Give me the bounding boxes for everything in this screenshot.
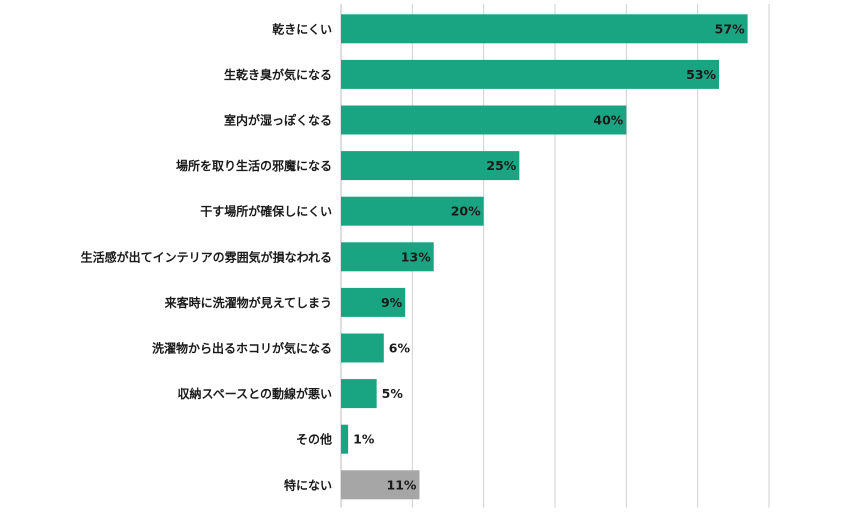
value-label: 11% [387,477,417,492]
value-label: 20% [451,204,481,219]
bar [341,59,720,89]
bar [341,14,748,44]
category-label: 収納スペースとの動線が悪い [178,386,332,401]
value-labels: 57% 53% 40% 25% 20% 13% 9% 6% 5% 1% 11% [353,21,745,492]
value-label: 1% [353,432,375,447]
category-label: 生乾き臭が気になる [224,67,332,82]
value-label: 5% [382,386,404,401]
bars [341,14,748,500]
value-label: 9% [381,295,403,310]
category-label: 室内が湿っぽくなる [224,113,332,128]
bar [341,196,484,226]
category-label: 洗濯物から出るホコリが気になる [152,341,332,356]
bar [341,470,420,500]
category-label: その他 [296,432,332,447]
value-label: 40% [593,113,623,128]
category-labels: 乾きにくい生乾き臭が気になる室内が湿っぽくなる場所を取り生活の邪魔になる干す場所… [81,21,332,492]
bar [341,242,434,272]
category-label: 乾きにくい [272,21,332,36]
bar [341,151,520,181]
bar [341,424,349,454]
category-label: 来客時に洗濯物が見えてしまう [164,295,332,310]
value-label: 25% [486,158,516,173]
category-label: 特にない [284,477,332,492]
bar [341,105,627,135]
bar [341,333,384,363]
value-label: 57% [715,21,745,36]
value-label: 53% [686,67,716,82]
value-label: 6% [389,341,411,356]
category-label: 生活感が出てインテリアの雰囲気が損なわれる [81,249,332,264]
category-label: 干す場所が確保しにくい [200,204,332,219]
category-label: 場所を取り生活の邪魔になる [176,158,332,173]
bar [341,287,406,317]
bar [341,379,377,409]
value-label: 13% [401,249,431,264]
